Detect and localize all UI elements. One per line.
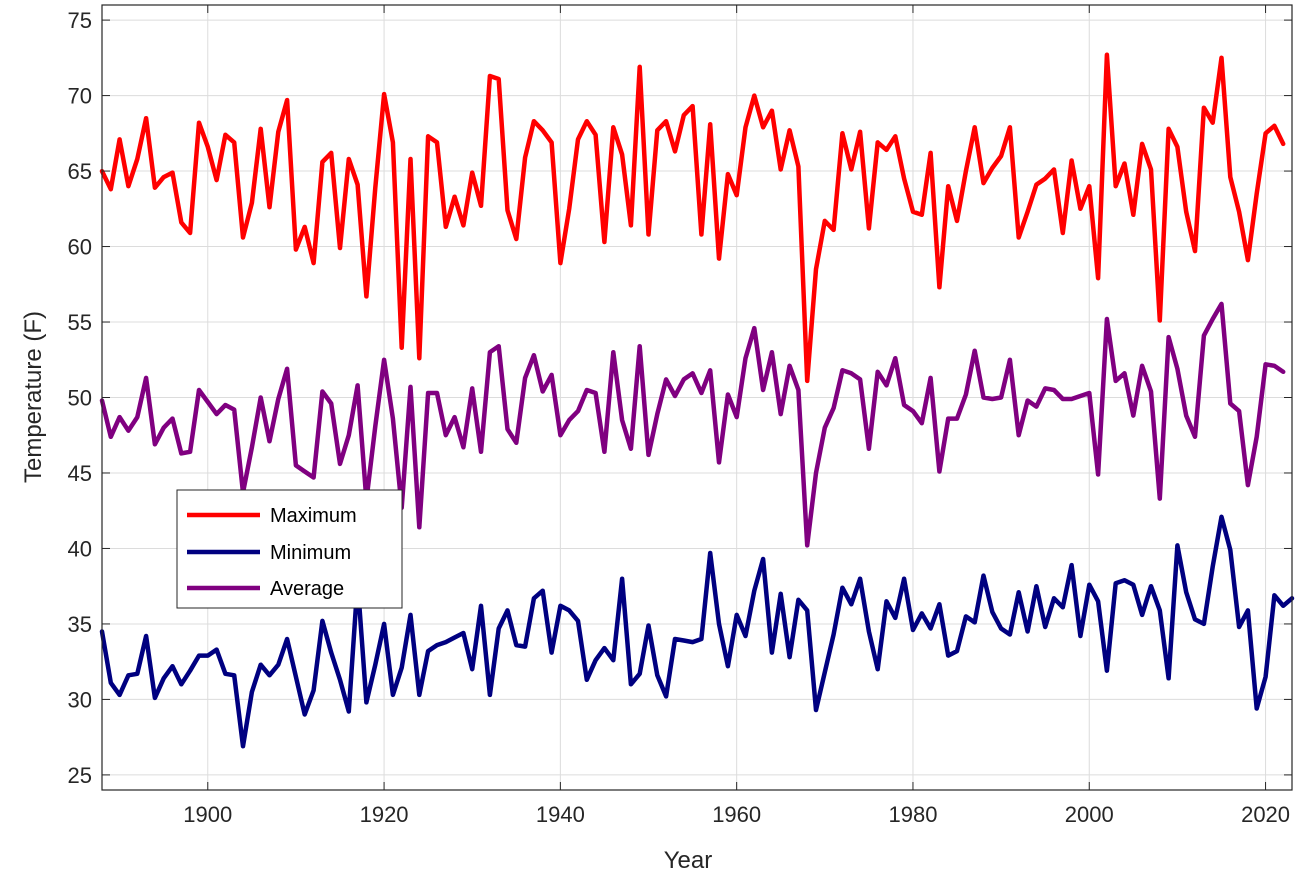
y-tick-label: 70 bbox=[68, 84, 92, 109]
x-tick-label: 1900 bbox=[183, 802, 232, 827]
y-tick-label: 65 bbox=[68, 159, 92, 184]
y-axis-label: Temperature (F) bbox=[20, 311, 47, 483]
series-lines bbox=[99, 52, 1295, 749]
axis-ticks: 1900 1920 1940 1960 1980 2000 2020 25 30 35 40 45 50… bbox=[68, 5, 1292, 827]
legend-label-minimum: Minimum bbox=[270, 542, 351, 564]
y-tick-label: 30 bbox=[68, 687, 92, 712]
legend: Maximum Minimum Average bbox=[176, 489, 403, 609]
x-tick-label: 2020 bbox=[1241, 802, 1290, 827]
x-tick-label: 1960 bbox=[712, 802, 761, 827]
y-tick-label: 60 bbox=[68, 235, 92, 260]
grid bbox=[102, 5, 1292, 790]
x-tick-label: 2000 bbox=[1065, 802, 1114, 827]
legend-label-maximum: Maximum bbox=[270, 505, 357, 527]
y-tick-label: 50 bbox=[68, 386, 92, 411]
series-line-average bbox=[99, 301, 1286, 548]
x-axis-label: Year bbox=[664, 847, 713, 874]
legend-label-average: Average bbox=[270, 578, 344, 600]
y-tick-label: 35 bbox=[68, 612, 92, 637]
x-tick-label: 1980 bbox=[888, 802, 937, 827]
x-tick-label: 1920 bbox=[360, 802, 409, 827]
series-line-minimum bbox=[99, 514, 1295, 749]
y-tick-label: 25 bbox=[68, 763, 92, 788]
y-tick-label: 40 bbox=[68, 536, 92, 561]
y-tick-label: 45 bbox=[68, 461, 92, 486]
x-tick-label: 1940 bbox=[536, 802, 585, 827]
series-line-maximum bbox=[99, 52, 1286, 384]
y-tick-label: 55 bbox=[68, 310, 92, 335]
y-tick-label: 75 bbox=[68, 8, 92, 33]
